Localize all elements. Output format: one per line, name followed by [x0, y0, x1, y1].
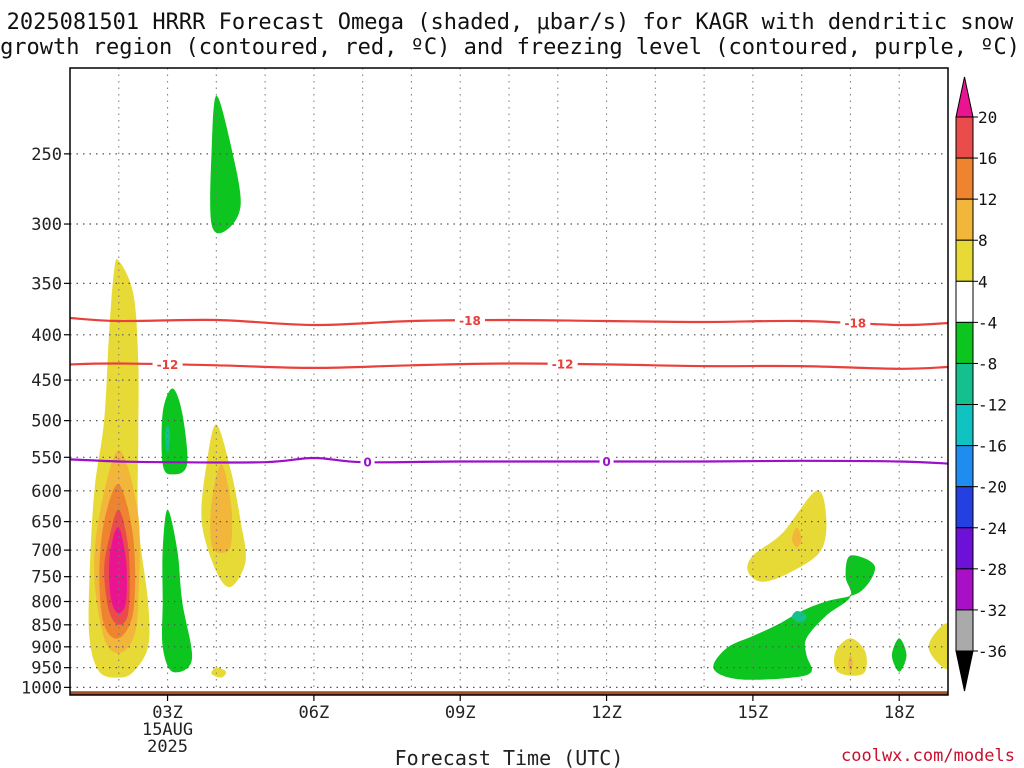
colorbar-tick-label: -20 [978, 478, 1007, 497]
omega-shaded-region [848, 655, 853, 672]
colorbar-tick-label: 4 [978, 272, 988, 291]
colorbar-tick-label: -16 [978, 437, 1007, 456]
contour-label: -12 [157, 358, 179, 372]
colorbar-bin [955, 198, 974, 241]
colorbar-bin [955, 116, 974, 159]
colorbar-bin [955, 609, 974, 652]
colorbar-bin [955, 404, 974, 447]
plot-content: -18 -18 -12 -12 0 0 [70, 68, 948, 695]
contour-minus18-line [70, 316, 948, 327]
omega-colorbar: 20 16 12 8 4 -4 -8 -12 -16 -20 -24 -28 -32 -36 [955, 76, 1007, 692]
colorbar-tick-label: 20 [978, 108, 997, 127]
y-tick-label: 1000 [21, 678, 62, 698]
y-tick-label: 850 [31, 616, 62, 636]
colorbar-tick-label: -24 [978, 519, 1007, 538]
colorbar-bin [955, 362, 974, 406]
colorbar-bottom-arrow [955, 650, 974, 692]
omega-shaded-region [210, 464, 233, 553]
colorbar-bin [955, 527, 974, 570]
contour-label: -18 [459, 314, 481, 328]
y-tick-label: 600 [31, 482, 62, 502]
omega-shaded-region [747, 490, 827, 582]
omega-shaded-region [161, 509, 193, 673]
omega-shaded-region [791, 527, 802, 548]
contour-label: -12 [552, 357, 574, 371]
colorbar-tick-label: 16 [978, 149, 997, 168]
y-tick-label: 500 [31, 412, 62, 432]
colorbar-bin [955, 486, 974, 529]
contour-0-line [70, 456, 948, 465]
x-axis-label: Forecast Time (UTC) [395, 746, 624, 768]
credit-text: coolwx.com/models [841, 746, 1015, 766]
contour-minus12-line [70, 362, 948, 370]
y-tick-label: 650 [31, 513, 62, 533]
y-tick-label: 350 [31, 274, 62, 294]
y-tick-label: 700 [31, 541, 62, 561]
omega-shaded-region [210, 95, 241, 234]
chart-title-line2: growth region (contoured, red, ºC) and f… [0, 35, 1020, 60]
plot-area: -18 -18 -12 -12 0 0 250 300 350 400 450 500 550 600 65… [21, 67, 949, 757]
colorbar-bin [955, 321, 974, 364]
colorbar-bin [955, 280, 974, 323]
contour-label: -18 [844, 317, 866, 331]
colorbar-tick-label: -12 [978, 396, 1007, 415]
contour-label-bg [360, 455, 375, 470]
x-tick-label: 09Z [445, 703, 476, 723]
colorbar-tick-label: -8 [978, 354, 997, 373]
colorbar-tick-label: 8 [978, 231, 988, 250]
y-tick-label: 800 [31, 593, 62, 613]
x-tick-label: 12Z [591, 703, 622, 723]
x-tick-label: 18Z [884, 703, 915, 723]
colorbar-tick-label: -28 [978, 560, 1007, 579]
colorbar-bin [955, 568, 974, 611]
y-tick-label: 900 [31, 638, 62, 658]
y-tick-label: 400 [31, 326, 62, 346]
chart-title-line1: 2025081501 HRRR Forecast Omega (shaded, … [7, 10, 1014, 35]
y-tick-label: 950 [31, 659, 62, 679]
contour-label-bg [547, 356, 578, 371]
colorbar-tick-label: -32 [978, 601, 1007, 620]
omega-shaded-region [928, 623, 948, 670]
colorbar-tick-label: 12 [978, 190, 997, 209]
contour-label-bg [840, 316, 871, 331]
y-tick-label: 450 [31, 371, 62, 391]
plot-frame [69, 67, 949, 696]
omega-shaded-region [791, 610, 807, 623]
contour-label-bg [454, 313, 485, 328]
y-tick-label: 250 [31, 145, 62, 165]
x-tick-label: 03Z [152, 703, 183, 723]
contour-label-bg [152, 357, 183, 372]
colorbar-top-arrow [955, 76, 974, 118]
contour-label: 0 [363, 456, 371, 470]
x-tick-year-label: 2025 [147, 737, 188, 757]
x-tick-date-label: 15AUG [142, 720, 193, 740]
x-tick-label: 06Z [299, 703, 330, 723]
colorbar-bin [955, 445, 974, 488]
omega-shaded-region [211, 667, 227, 678]
contour-label-bg [599, 454, 614, 469]
y-tick-label: 750 [31, 568, 62, 588]
ground-surface [70, 691, 948, 695]
y-tick-label: 550 [31, 448, 62, 468]
colorbar-bin [955, 157, 974, 200]
colorbar-bin [955, 239, 974, 282]
colorbar-tick-label: -36 [978, 642, 1007, 661]
x-tick-label: 15Z [738, 703, 769, 723]
contour-label: 0 [602, 455, 610, 469]
colorbar-tick-label: -4 [978, 313, 997, 332]
y-tick-label: 300 [31, 215, 62, 235]
omega-shaded-region [109, 527, 127, 614]
